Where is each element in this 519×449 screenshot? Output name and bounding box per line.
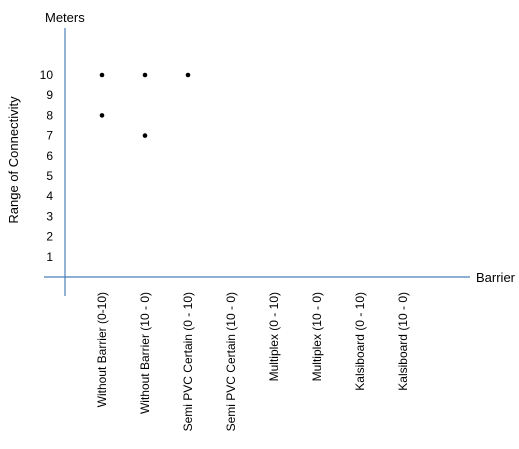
x-axis-label: Barrier [476, 270, 516, 285]
y-tick-label: 9 [46, 88, 53, 102]
y-tick-label: 7 [46, 129, 53, 143]
x-tick-label: Multiplex (0 - 10) [267, 292, 281, 381]
x-tick-label: Kalsiboard (10 - 0) [396, 292, 410, 391]
data-point [142, 133, 148, 138]
y-tick-label: 4 [46, 189, 53, 203]
y-tick-label: 10 [40, 68, 54, 82]
y-tick-label: 5 [46, 169, 53, 183]
y-tick-label: 8 [46, 108, 53, 122]
data-point [99, 72, 105, 78]
x-tick-label: Kalsiboard (0 - 10) [353, 292, 367, 391]
y-axis-label: Range of Connectivity [6, 96, 21, 224]
x-tick-labels: Without Barrier (0-10) Without Barrier (1… [95, 292, 410, 431]
x-tick-label: Semi PVC Certain (10 - 0) [224, 292, 238, 431]
x-tick-label: Multiplex (10 - 0) [310, 292, 324, 381]
data-point [99, 113, 105, 118]
y-tick-label: 1 [46, 250, 53, 264]
data-point [142, 72, 148, 78]
y-tick-label: 2 [46, 230, 53, 244]
y-unit-label: Meters [45, 10, 85, 25]
y-tick-label: 6 [46, 149, 53, 163]
x-tick-label: Without Barrier (0-10) [95, 292, 109, 407]
x-tick-label: Without Barrier (10 - 0) [138, 292, 152, 414]
y-tick-labels: 1 2 3 4 5 6 7 8 9 10 [40, 68, 54, 264]
data-point [185, 72, 191, 78]
y-tick-label: 3 [46, 209, 53, 223]
data-points [99, 72, 191, 138]
x-tick-label: Semi PVC Certain (0 - 10) [181, 292, 195, 431]
